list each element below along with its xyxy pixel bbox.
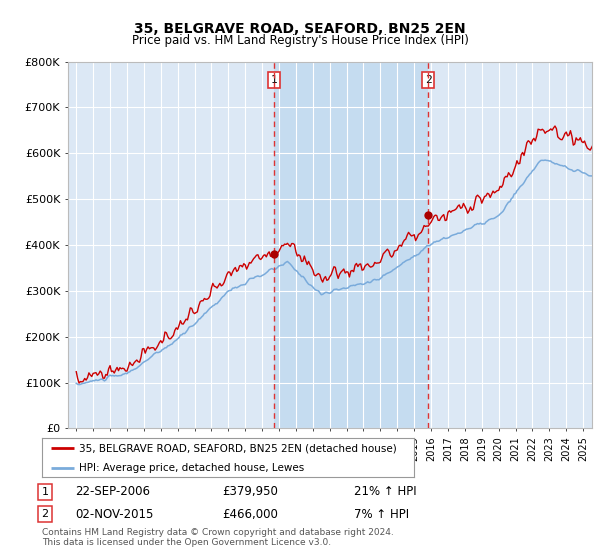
Text: 7% ↑ HPI: 7% ↑ HPI xyxy=(354,507,409,521)
Text: 21% ↑ HPI: 21% ↑ HPI xyxy=(354,485,416,498)
Text: £379,950: £379,950 xyxy=(222,485,278,498)
Text: 02-NOV-2015: 02-NOV-2015 xyxy=(75,507,154,521)
Text: 1: 1 xyxy=(41,487,49,497)
Text: 1: 1 xyxy=(271,75,278,85)
Text: 2: 2 xyxy=(425,75,431,85)
Text: Price paid vs. HM Land Registry's House Price Index (HPI): Price paid vs. HM Land Registry's House … xyxy=(131,34,469,46)
Text: £466,000: £466,000 xyxy=(222,507,278,521)
Bar xyxy=(274,62,428,428)
Text: 22-SEP-2006: 22-SEP-2006 xyxy=(75,485,150,498)
Text: 35, BELGRAVE ROAD, SEAFORD, BN25 2EN (detached house): 35, BELGRAVE ROAD, SEAFORD, BN25 2EN (de… xyxy=(79,443,397,453)
Text: HPI: Average price, detached house, Lewes: HPI: Average price, detached house, Lewe… xyxy=(79,463,304,473)
Text: Contains HM Land Registry data © Crown copyright and database right 2024.
This d: Contains HM Land Registry data © Crown c… xyxy=(42,528,394,547)
Text: 35, BELGRAVE ROAD, SEAFORD, BN25 2EN: 35, BELGRAVE ROAD, SEAFORD, BN25 2EN xyxy=(134,22,466,36)
Text: 2: 2 xyxy=(41,509,49,519)
